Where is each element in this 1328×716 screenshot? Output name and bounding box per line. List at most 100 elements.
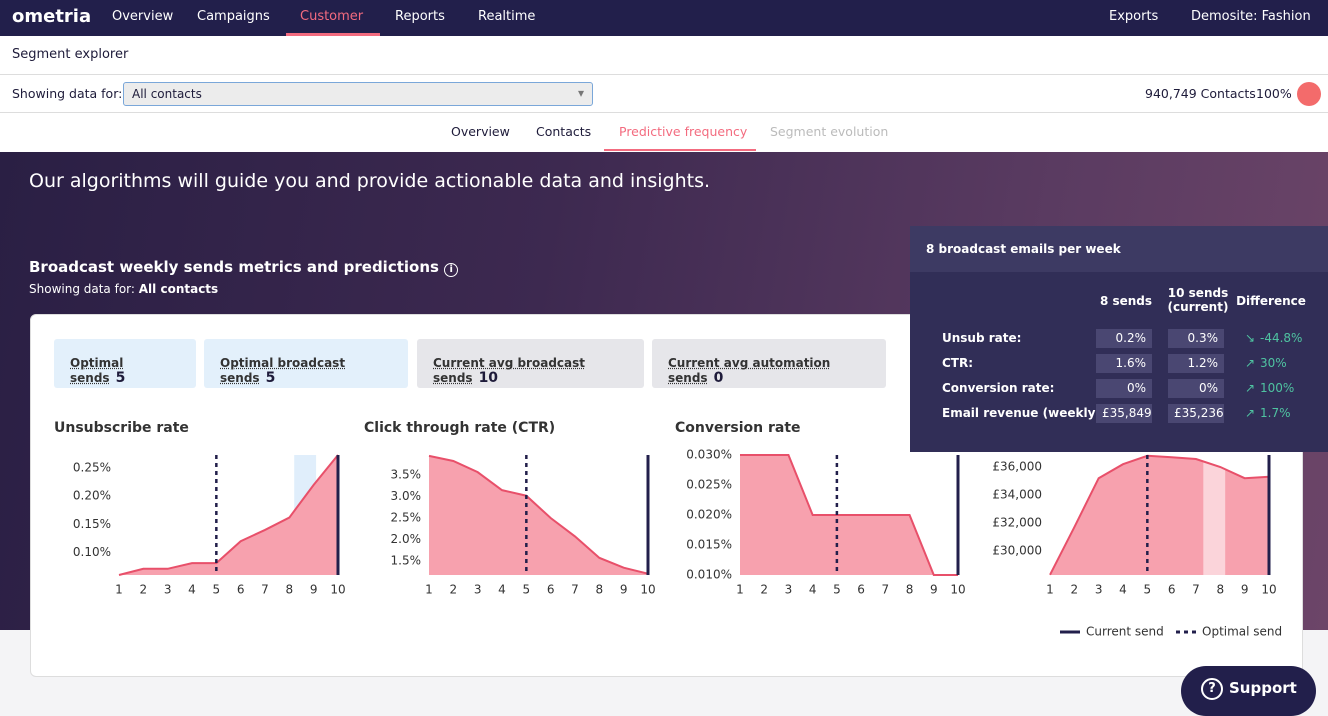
x-tick-label: 7 — [882, 583, 890, 597]
x-tick-label: 6 — [237, 583, 245, 597]
breadcrumb: Segment explorer — [0, 36, 1328, 75]
y-tick-label: 3.5% — [391, 468, 422, 482]
tooltip-title: 8 broadcast emails per week — [910, 226, 1328, 272]
section-subtitle: Showing data for: All contacts — [29, 282, 218, 296]
area — [429, 455, 648, 575]
cell: £35,236 — [1168, 404, 1224, 423]
nav-item[interactable]: Reports — [395, 9, 445, 24]
nav-underline — [286, 33, 380, 36]
y-tick-label: 0.025% — [686, 478, 732, 492]
nav-item[interactable]: Customer — [300, 9, 364, 24]
legend-optimal: Optimal send — [1202, 625, 1282, 639]
cell: 0.3% — [1168, 329, 1224, 348]
trend-arrow: ↗ — [1245, 381, 1256, 395]
trend-arrow: ↗ — [1245, 356, 1256, 370]
row-label: CTR: — [942, 356, 974, 370]
x-tick-label: 5 — [213, 583, 221, 597]
kpi-label: Optimal sends — [70, 356, 124, 385]
x-tick-label: 8 — [1217, 583, 1225, 597]
x-tick-label: 7 — [261, 583, 269, 597]
kpi: Optimal sends 5 — [54, 339, 196, 388]
hero-text: Our algorithms will guide you and provid… — [29, 170, 711, 192]
y-tick-label: 0.25% — [73, 460, 111, 474]
kpi-value: 5 — [115, 370, 126, 386]
row-label: Email revenue (weekly): — [942, 406, 1106, 420]
x-tick-label: 3 — [1095, 583, 1103, 597]
x-tick-label: 1 — [115, 583, 123, 597]
x-tick-label: 7 — [571, 583, 579, 597]
x-tick-label: 4 — [188, 583, 196, 597]
nav-item[interactable]: Realtime — [478, 9, 536, 24]
x-tick-label: 4 — [498, 583, 506, 597]
y-tick-label: £30,000 — [992, 544, 1042, 558]
chart-title: Click through rate (CTR) — [364, 420, 555, 436]
percent: 100% — [1256, 86, 1292, 101]
trend-arrow: ↘ — [1245, 331, 1256, 345]
cell: £35,849 — [1096, 404, 1152, 423]
x-tick-label: 10 — [640, 583, 655, 597]
tab[interactable]: Contacts — [536, 124, 592, 139]
subtitle-label: Showing data for: — [29, 282, 135, 296]
kpi-label: Current avg automation sends — [668, 356, 831, 385]
help-icon: ? — [1201, 678, 1223, 700]
y-tick-label: 0.015% — [686, 538, 732, 552]
x-tick-label: 6 — [547, 583, 555, 597]
column-header: Difference — [1236, 294, 1306, 308]
kpi-value: 5 — [265, 370, 276, 386]
nav-item[interactable]: Overview — [112, 9, 174, 24]
segment-select[interactable]: All contacts ▾ — [123, 82, 593, 106]
x-tick-label: 8 — [906, 583, 914, 597]
line — [1049, 454, 1270, 576]
y-tick-label: 0.15% — [73, 517, 111, 531]
tab-underline — [604, 149, 756, 151]
x-tick-label: 6 — [857, 583, 865, 597]
nav-item[interactable]: Campaigns — [197, 9, 270, 24]
logo[interactable]: ometria — [12, 6, 92, 27]
x-tick-label: 10 — [950, 583, 965, 597]
x-tick-label: 9 — [620, 583, 628, 597]
cell: 0% — [1168, 379, 1224, 398]
difference: 100% — [1260, 381, 1295, 395]
kpi: Optimal broadcast sends 5 — [204, 339, 408, 388]
tab[interactable]: Predictive frequency — [619, 124, 748, 139]
line — [428, 454, 649, 575]
x-tick-label: 3 — [785, 583, 793, 597]
x-tick-label: 5 — [833, 583, 841, 597]
nav-item[interactable]: Exports — [1109, 9, 1159, 24]
x-tick-label: 5 — [523, 583, 531, 597]
kpi-value: 0 — [713, 370, 724, 386]
nav-item[interactable]: Demosite: Fashion — [1191, 9, 1311, 24]
x-tick-label: 9 — [310, 583, 318, 597]
y-tick-label: 0.030% — [686, 448, 732, 462]
x-tick-label: 2 — [760, 583, 768, 597]
column-header: 10 sends (current) — [1167, 286, 1229, 314]
x-tick-label: 5 — [1144, 583, 1152, 597]
x-tick-label: 2 — [1071, 583, 1079, 597]
section-title: Broadcast weekly sends metrics and predi… — [29, 258, 459, 277]
x-tick-label: 1 — [1046, 583, 1054, 597]
trend-arrow: ↗ — [1245, 406, 1256, 420]
y-tick-label: 0.10% — [73, 545, 111, 559]
kpi: Current avg broadcast sends 10 — [417, 339, 644, 388]
section-title-text: Broadcast weekly sends metrics and predi… — [29, 258, 439, 276]
info-icon[interactable]: i — [444, 263, 459, 277]
difference: -44.8% — [1260, 331, 1303, 345]
filter-bar: Showing data for: All contacts ▾ 940,749 … — [0, 75, 1328, 113]
cell: 1.2% — [1168, 354, 1224, 373]
x-tick-label: 8 — [596, 583, 604, 597]
difference: 30% — [1260, 356, 1287, 370]
nav-bar: ometria Overview Campaigns Customer Repo… — [0, 0, 1328, 36]
difference: 1.7% — [1260, 406, 1291, 420]
x-tick-label: 10 — [1261, 583, 1276, 597]
column-header: 8 sends — [1099, 294, 1153, 308]
x-tick-label: 2 — [140, 583, 148, 597]
caret: ▾ — [577, 86, 584, 100]
hover-band — [1203, 455, 1226, 575]
support-button[interactable]: ? Support — [1181, 666, 1316, 716]
tab[interactable]: Segment evolution — [770, 124, 889, 139]
cell: 1.6% — [1096, 354, 1152, 373]
contacts: 940,749 Contacts — [1145, 86, 1256, 101]
charts: Current send Optimal send Unsubscribe ra… — [54, 420, 1282, 639]
tab[interactable]: Overview — [451, 124, 510, 139]
